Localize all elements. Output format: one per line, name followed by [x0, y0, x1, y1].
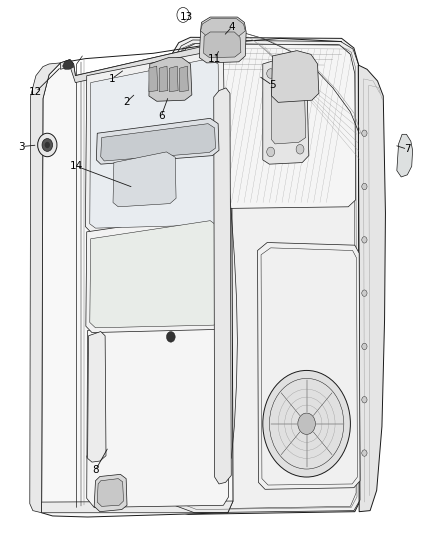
- Polygon shape: [214, 88, 231, 484]
- Polygon shape: [272, 81, 306, 144]
- Text: 5: 5: [269, 80, 276, 90]
- Text: 13: 13: [180, 12, 193, 22]
- Polygon shape: [101, 124, 215, 161]
- Polygon shape: [85, 51, 226, 233]
- Text: 12: 12: [29, 87, 42, 96]
- Text: 7: 7: [404, 144, 411, 154]
- Polygon shape: [149, 66, 158, 92]
- Polygon shape: [149, 58, 192, 101]
- Circle shape: [362, 397, 367, 403]
- Polygon shape: [199, 17, 246, 63]
- Circle shape: [267, 69, 275, 78]
- Text: 3: 3: [18, 142, 25, 151]
- Polygon shape: [94, 474, 127, 512]
- Polygon shape: [30, 63, 60, 513]
- Polygon shape: [42, 43, 233, 517]
- Polygon shape: [258, 243, 360, 489]
- Polygon shape: [42, 501, 233, 513]
- Polygon shape: [88, 332, 106, 462]
- Polygon shape: [397, 134, 413, 177]
- Circle shape: [296, 144, 304, 154]
- Circle shape: [166, 332, 175, 342]
- Text: 11: 11: [208, 54, 221, 63]
- Circle shape: [298, 413, 315, 434]
- Polygon shape: [87, 312, 229, 507]
- Polygon shape: [159, 66, 168, 92]
- Text: 1: 1: [108, 74, 115, 84]
- Polygon shape: [63, 60, 74, 69]
- Polygon shape: [358, 65, 385, 512]
- Circle shape: [267, 147, 275, 157]
- Circle shape: [263, 370, 350, 477]
- Polygon shape: [60, 43, 231, 83]
- Text: 14: 14: [70, 161, 83, 171]
- Text: 6: 6: [158, 111, 165, 121]
- Polygon shape: [97, 479, 124, 506]
- Circle shape: [362, 343, 367, 350]
- Text: 8: 8: [92, 465, 99, 475]
- Polygon shape: [179, 44, 356, 209]
- Polygon shape: [263, 59, 309, 164]
- Circle shape: [362, 290, 367, 296]
- Circle shape: [362, 237, 367, 243]
- Polygon shape: [86, 213, 225, 333]
- Polygon shape: [201, 19, 245, 37]
- Polygon shape: [113, 152, 176, 207]
- Circle shape: [362, 183, 367, 190]
- Circle shape: [42, 139, 53, 151]
- Circle shape: [38, 133, 57, 157]
- Polygon shape: [90, 221, 220, 328]
- Polygon shape: [272, 51, 319, 102]
- Circle shape: [362, 450, 367, 456]
- Polygon shape: [204, 32, 241, 58]
- Polygon shape: [96, 118, 219, 164]
- Polygon shape: [90, 59, 220, 228]
- Polygon shape: [171, 37, 361, 514]
- Circle shape: [296, 71, 304, 80]
- Text: 4: 4: [229, 22, 236, 31]
- Text: 2: 2: [123, 98, 130, 107]
- Circle shape: [362, 130, 367, 136]
- Circle shape: [45, 142, 50, 148]
- Polygon shape: [170, 66, 178, 92]
- Polygon shape: [180, 66, 188, 92]
